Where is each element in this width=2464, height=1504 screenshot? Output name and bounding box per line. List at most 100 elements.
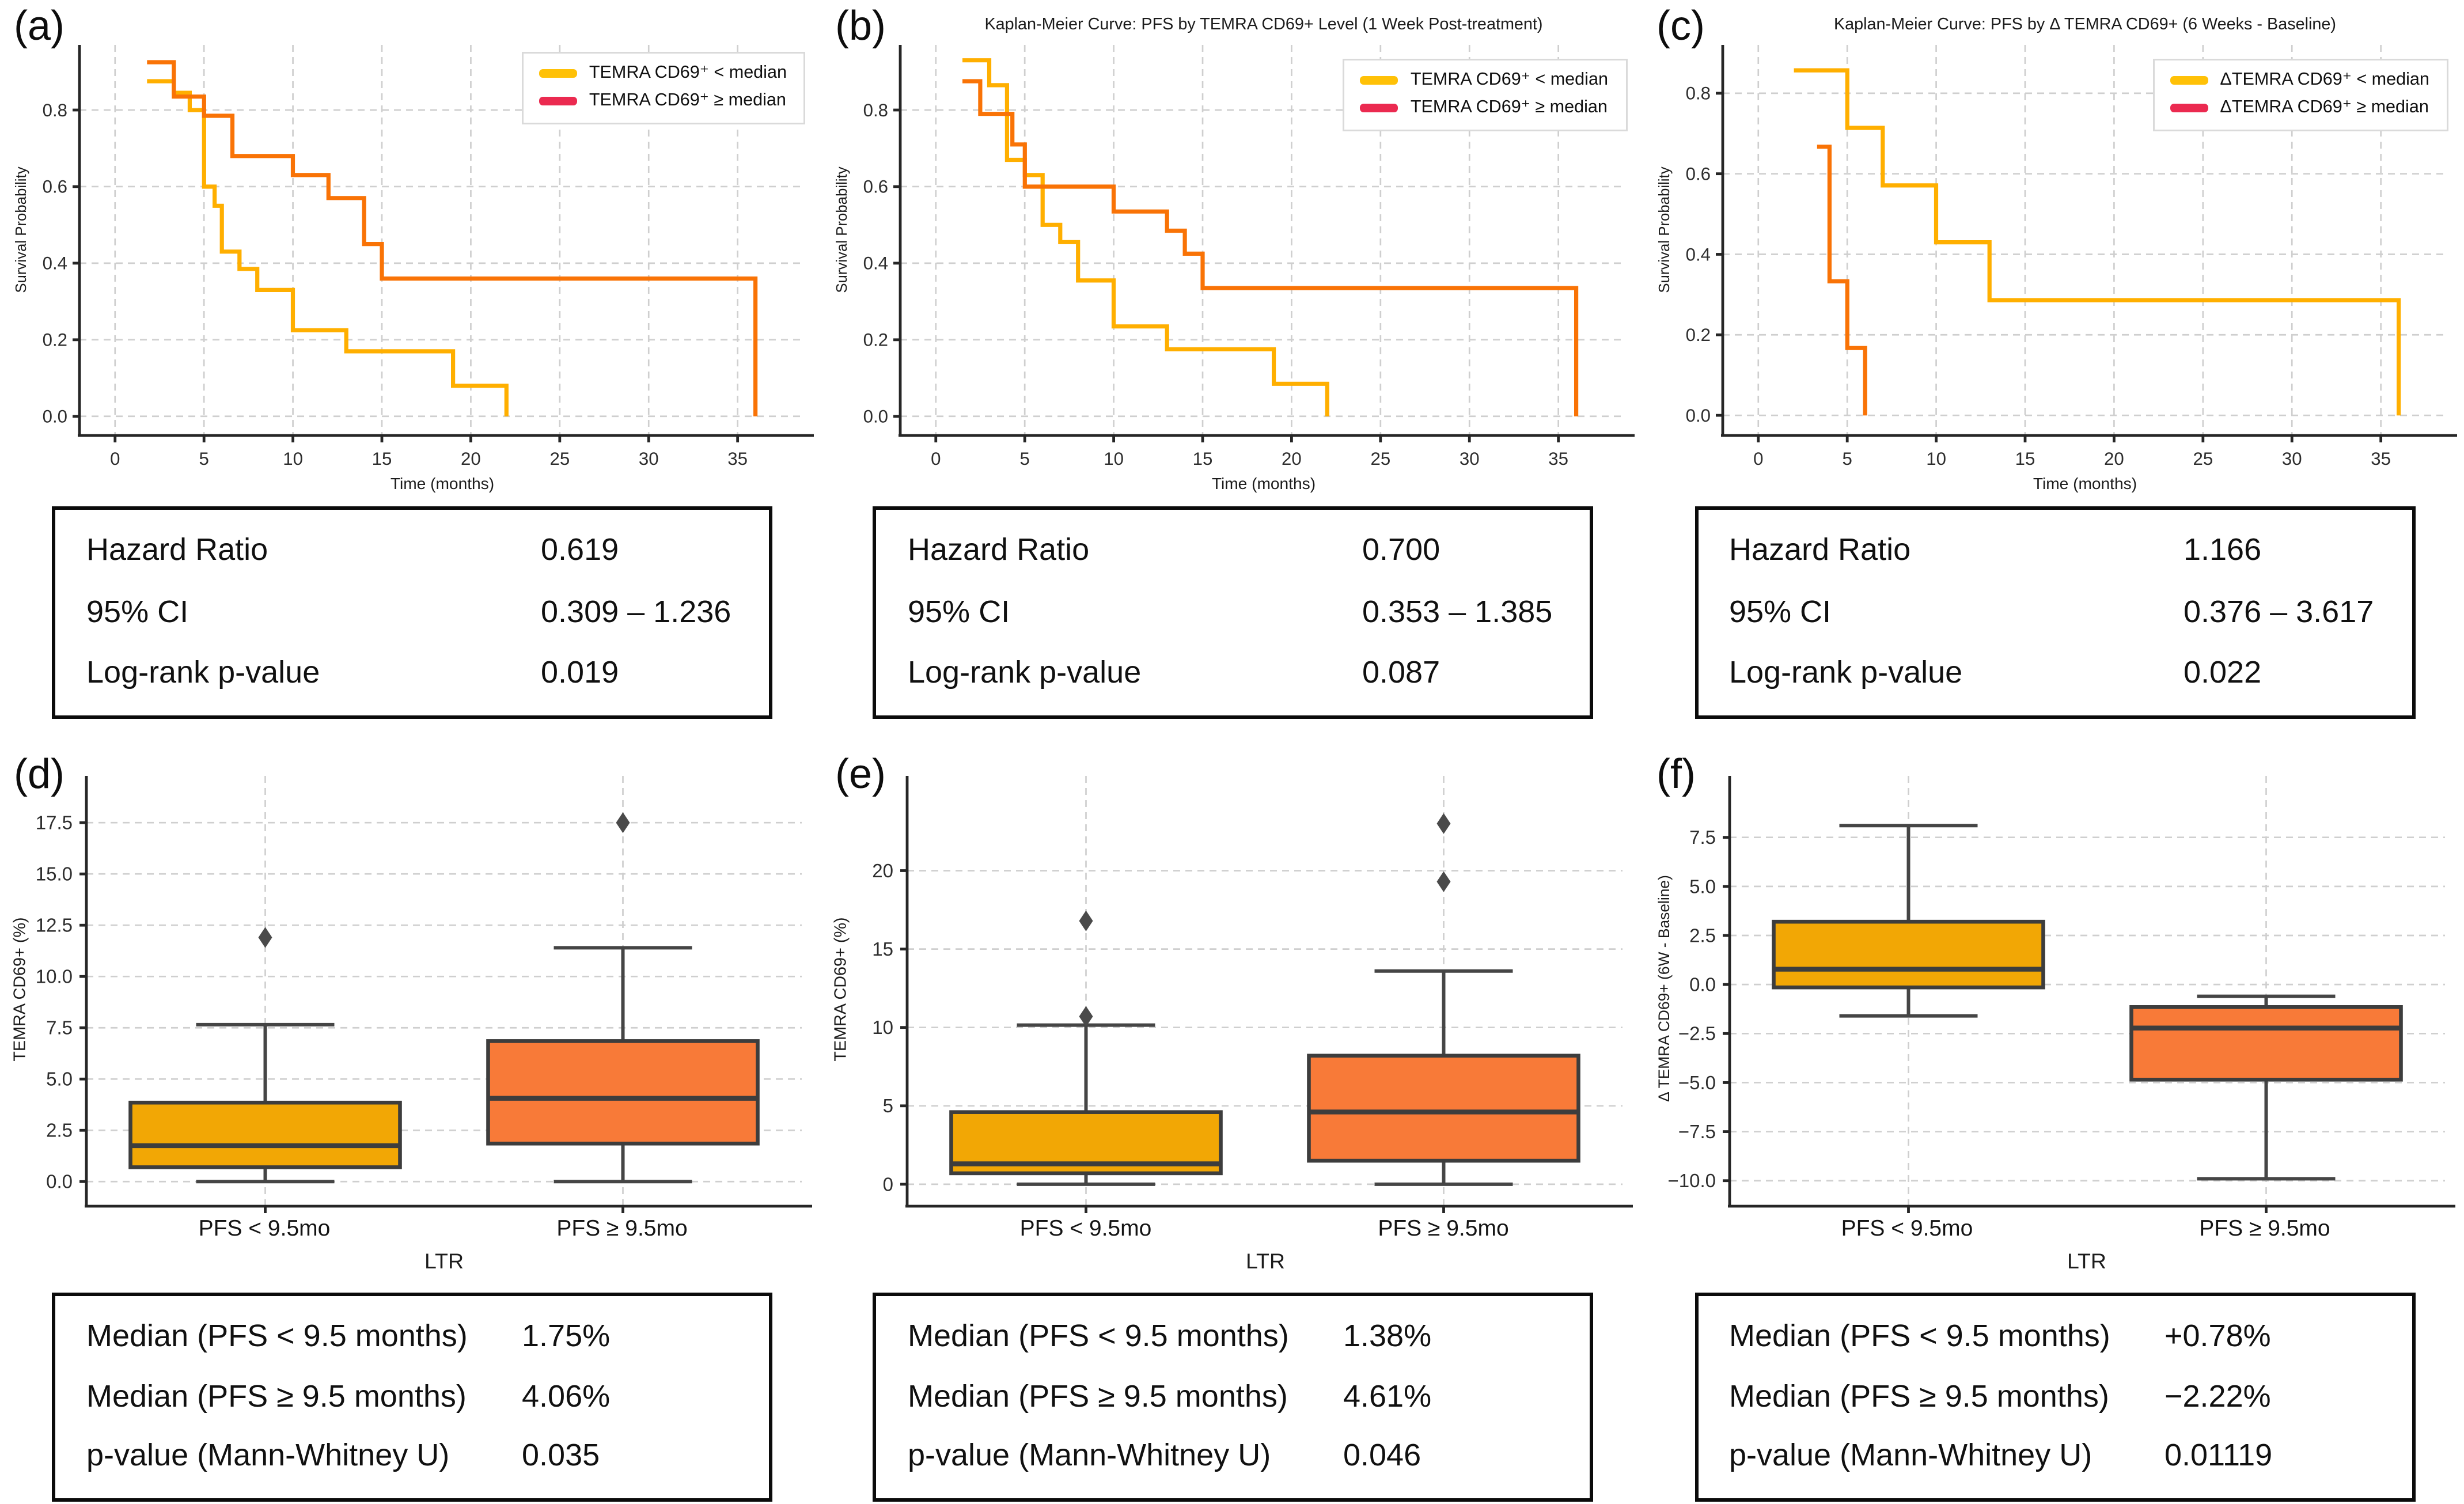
svg-text:20: 20 bbox=[1282, 449, 1302, 469]
stat-value: 0.046 bbox=[1343, 1438, 1421, 1473]
svg-text:10: 10 bbox=[283, 449, 303, 469]
stat-label: Log-rank p-value bbox=[1728, 654, 1963, 690]
x-axis-label: LTR bbox=[424, 1249, 464, 1274]
svg-text:15: 15 bbox=[372, 449, 392, 469]
legend-item: TEMRA CD69⁺ < median bbox=[1360, 71, 1608, 90]
stat-value: 0.01119 bbox=[2164, 1438, 2273, 1473]
svg-text:10.0: 10.0 bbox=[36, 966, 73, 987]
svg-text:5.0: 5.0 bbox=[46, 1069, 73, 1090]
legend-line-swatch-crimson bbox=[539, 97, 577, 105]
svg-text:35: 35 bbox=[727, 449, 748, 469]
stat-label: Hazard Ratio bbox=[86, 532, 268, 567]
table-row: 95% CI 0.309 – 1.236 bbox=[55, 594, 769, 632]
stat-label: 95% CI bbox=[1728, 593, 1832, 628]
table-row: p-value (Mann-Whitney U) 0.01119 bbox=[1698, 1438, 2412, 1476]
table-row: Hazard Ratio 1.166 bbox=[1698, 533, 2412, 571]
table-row: Hazard Ratio 0.700 bbox=[877, 533, 1590, 571]
panel-label-f: (f) bbox=[1656, 752, 1696, 798]
svg-text:2.5: 2.5 bbox=[1689, 925, 1715, 946]
box-chart-d: 0.0 2.5 5.0 7.5 10.0 12.5 15.0 17.5 bbox=[36, 776, 812, 1213]
stat-value: 0.619 bbox=[541, 532, 619, 567]
stat-label: Log-rank p-value bbox=[907, 654, 1142, 690]
svg-text:0: 0 bbox=[110, 449, 120, 469]
box-chart-e: 0 5 10 15 20 bbox=[873, 776, 1633, 1213]
legend-item: TEMRA CD69⁺ ≥ median bbox=[539, 92, 787, 111]
svg-text:0.2: 0.2 bbox=[43, 330, 67, 350]
svg-text:0.6: 0.6 bbox=[1685, 164, 1710, 184]
legend-line-swatch-crimson bbox=[1360, 104, 1398, 112]
panel-d: (d) TEMRA CD69+ (%) 0.0 2.5 5.0 7.5 10.0 12.5… bbox=[0, 752, 821, 1504]
svg-text:35: 35 bbox=[1549, 449, 1569, 469]
legend-item: TEMRA CD69⁺ < median bbox=[539, 64, 787, 83]
svg-text:7.5: 7.5 bbox=[46, 1017, 73, 1039]
stats-table: Hazard Ratio 1.166 95% CI 0.376 – 3.617 … bbox=[1694, 506, 2415, 719]
stat-label: Median (PFS ≥ 9.5 months) bbox=[86, 1378, 467, 1413]
stat-value: 0.353 – 1.385 bbox=[1362, 593, 1553, 628]
table-row: Median (PFS ≥ 9.5 months) −2.22% bbox=[1698, 1378, 2412, 1416]
svg-text:5.0: 5.0 bbox=[1689, 876, 1715, 897]
category-label: PFS ≥ 9.5mo bbox=[556, 1215, 688, 1241]
svg-text:5: 5 bbox=[1020, 449, 1030, 469]
svg-text:15: 15 bbox=[2015, 449, 2035, 469]
x-axis-label: Time (months) bbox=[1211, 473, 1316, 493]
legend-label: TEMRA CD69⁺ ≥ median bbox=[1410, 99, 1608, 118]
stats-table: Median (PFS < 9.5 months) +0.78% Median … bbox=[1694, 1293, 2415, 1502]
category-label: PFS ≥ 9.5mo bbox=[1378, 1215, 1509, 1241]
svg-text:30: 30 bbox=[1460, 449, 1480, 469]
legend-item: TEMRA CD69⁺ ≥ median bbox=[1360, 99, 1608, 118]
stats-table: Median (PFS < 9.5 months) 1.38% Median (… bbox=[873, 1293, 1594, 1502]
svg-text:25: 25 bbox=[2192, 449, 2212, 469]
panel-label-a: (a) bbox=[14, 3, 65, 50]
x-axis-label: Time (months) bbox=[2033, 473, 2137, 493]
svg-text:0.0: 0.0 bbox=[46, 1171, 73, 1192]
svg-text:0.6: 0.6 bbox=[864, 177, 889, 197]
stat-value: 0.022 bbox=[2183, 654, 2262, 690]
panel-b: (b) Kaplan-Meier Curve: PFS by TEMRA CD6… bbox=[821, 0, 1643, 752]
svg-text:−7.5: −7.5 bbox=[1678, 1121, 1715, 1142]
svg-text:0.4: 0.4 bbox=[864, 253, 889, 274]
stat-value: +0.78% bbox=[2164, 1318, 2271, 1353]
stat-label: Hazard Ratio bbox=[907, 532, 1090, 567]
svg-text:7.5: 7.5 bbox=[1689, 827, 1715, 848]
legend-line-swatch-gold bbox=[2170, 76, 2208, 85]
panel-label-d: (d) bbox=[14, 752, 65, 798]
stats-table: Hazard Ratio 0.700 95% CI 0.353 – 1.385 … bbox=[873, 506, 1594, 719]
svg-text:25: 25 bbox=[1371, 449, 1391, 469]
svg-text:15: 15 bbox=[1193, 449, 1214, 469]
stat-value: 0.376 – 3.617 bbox=[2183, 593, 2374, 628]
stat-label: p-value (Mann-Whitney U) bbox=[1728, 1438, 2092, 1473]
panel-c: (c) Kaplan-Meier Curve: PFS by Δ TEMRA C… bbox=[1643, 0, 2464, 752]
svg-text:25: 25 bbox=[549, 449, 570, 469]
svg-text:0.0: 0.0 bbox=[864, 407, 889, 427]
svg-text:15.0: 15.0 bbox=[36, 863, 73, 885]
stat-value: 1.38% bbox=[1343, 1318, 1432, 1353]
panel-label-b: (b) bbox=[835, 3, 886, 50]
svg-text:0.2: 0.2 bbox=[1685, 325, 1710, 345]
legend-label: TEMRA CD69⁺ ≥ median bbox=[589, 92, 786, 111]
svg-text:0.8: 0.8 bbox=[43, 100, 67, 120]
category-label: PFS < 9.5mo bbox=[1019, 1215, 1152, 1241]
svg-text:30: 30 bbox=[639, 449, 659, 469]
svg-text:0.4: 0.4 bbox=[1685, 244, 1710, 264]
svg-text:5: 5 bbox=[199, 449, 209, 469]
chart-title: Kaplan-Meier Curve: PFS by TEMRA CD69+ L… bbox=[984, 16, 1543, 35]
x-axis-label: Time (months) bbox=[390, 473, 495, 493]
stats-table: Hazard Ratio 0.619 95% CI 0.309 – 1.236 … bbox=[52, 506, 772, 719]
svg-text:0.6: 0.6 bbox=[43, 177, 67, 197]
stats-table: Median (PFS < 9.5 months) 1.75% Median (… bbox=[52, 1293, 772, 1502]
table-row: p-value (Mann-Whitney U) 0.035 bbox=[55, 1438, 769, 1476]
stat-value: 0.019 bbox=[541, 654, 619, 690]
svg-text:0.0: 0.0 bbox=[1689, 974, 1715, 995]
stat-value: 4.06% bbox=[522, 1378, 611, 1413]
legend: TEMRA CD69⁺ < median TEMRA CD69⁺ ≥ media… bbox=[1343, 59, 1627, 131]
svg-text:0: 0 bbox=[1753, 449, 1762, 469]
x-axis-label: LTR bbox=[2067, 1249, 2106, 1274]
svg-text:17.5: 17.5 bbox=[36, 812, 73, 834]
table-row: Log-rank p-value 0.087 bbox=[877, 654, 1590, 692]
svg-text:10: 10 bbox=[1104, 449, 1124, 469]
category-label: PFS < 9.5mo bbox=[198, 1215, 331, 1241]
legend-line-swatch-gold bbox=[1360, 76, 1398, 85]
stat-value: 1.166 bbox=[2183, 532, 2262, 567]
chart-title: Kaplan-Meier Curve: PFS by Δ TEMRA CD69+… bbox=[1833, 16, 2336, 35]
stat-label: 95% CI bbox=[86, 593, 189, 628]
